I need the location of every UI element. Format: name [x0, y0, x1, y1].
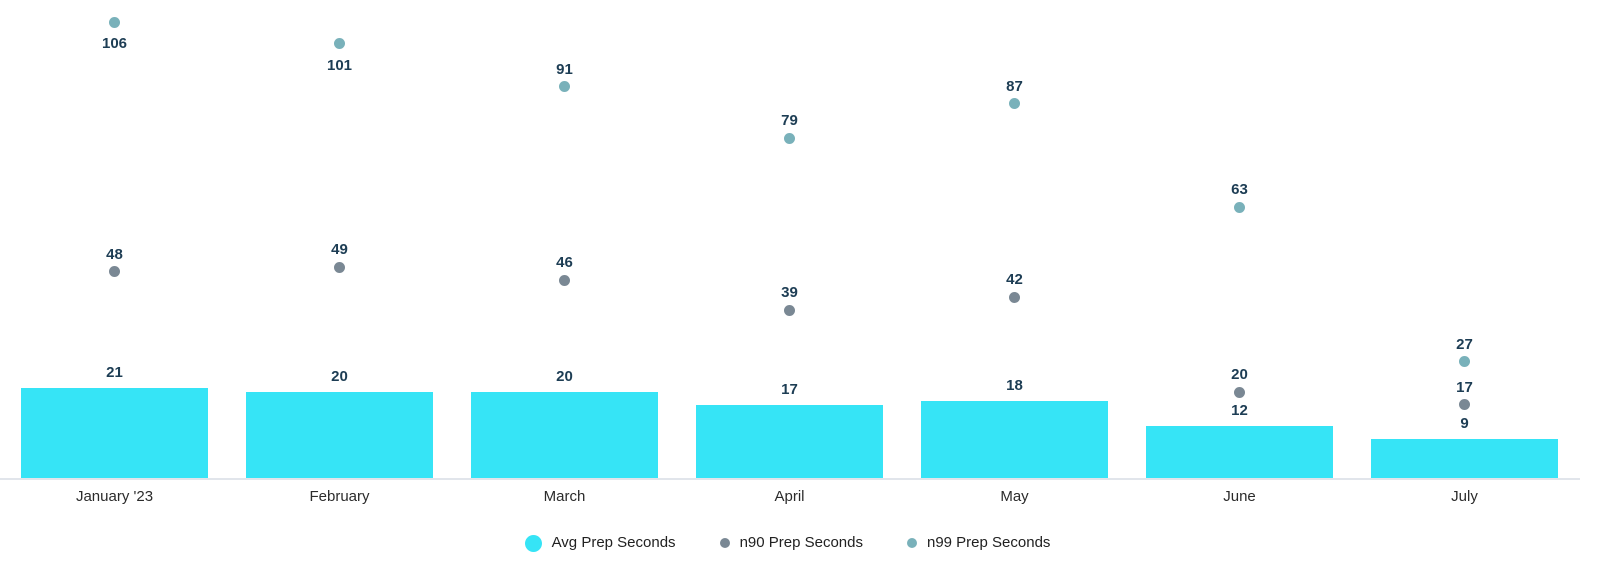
n90-prep-seconds-dot[interactable] [109, 266, 120, 278]
bar-value-label: 20 [331, 368, 348, 385]
point-value-label: 79 [781, 112, 798, 130]
point-value-label: 49 [331, 241, 348, 259]
n99-prep-seconds-dot[interactable] [1234, 201, 1245, 213]
n99-prep-seconds-dot[interactable] [784, 132, 795, 144]
point-value-label: 46 [556, 254, 573, 272]
avg-prep-seconds-bar[interactable] [696, 404, 883, 478]
chart-legend: Avg Prep Seconds n90 Prep Seconds n99 Pr… [0, 533, 1575, 553]
n99-prep-seconds-dot[interactable] [1009, 98, 1020, 110]
avg-prep-seconds-bar[interactable] [1146, 426, 1333, 478]
point-value-label: 101 [326, 56, 353, 74]
avg-prep-seconds-bar[interactable] [246, 392, 433, 478]
n90-prep-seconds-dot[interactable] [1234, 386, 1245, 398]
n99-prep-seconds-dot[interactable] [559, 81, 570, 93]
point-value-label: 39 [781, 284, 798, 302]
x-axis-label: February [309, 488, 370, 505]
n90-prep-seconds-dot[interactable] [334, 261, 345, 273]
plot-area: 21 48 106 20 49 101 20 46 91 17 39 79 18 42 87 12 20 63 9 1… [2, 0, 1577, 478]
point-value-label: 48 [106, 245, 123, 263]
chart-column: 18 42 87 [902, 0, 1127, 478]
bar-value-label: 18 [1006, 376, 1023, 394]
legend-item-n90-prep-seconds[interactable]: n90 Prep Seconds [719, 533, 863, 553]
x-axis-line [0, 478, 1580, 480]
x-axis-label: April [774, 488, 805, 505]
n90-prep-seconds-dot[interactable] [784, 304, 795, 316]
n99-prep-seconds-dot[interactable] [109, 16, 120, 28]
point-value-label: 27 [1456, 335, 1473, 353]
chart-column: 21 48 106 [2, 0, 227, 478]
bar-value-label: 21 [106, 363, 123, 381]
chart-column: 12 20 63 [1127, 0, 1352, 478]
legend-item-n99-prep-seconds[interactable]: n99 Prep Seconds [906, 533, 1051, 553]
point-value-label: 106 [101, 35, 128, 53]
avg-prep-seconds-bar[interactable] [921, 400, 1108, 478]
point-value-label: 20 [1231, 366, 1248, 383]
avg-prep-seconds-swatch-icon [524, 534, 542, 552]
point-value-label: 87 [1006, 77, 1023, 95]
n90-prep-seconds-swatch-icon [719, 538, 730, 548]
bar-value-label: 20 [556, 368, 573, 385]
x-axis-label: July [1451, 488, 1478, 505]
point-value-label: 42 [1006, 271, 1023, 289]
bar-value-label: 9 [1460, 415, 1469, 433]
legend-label: Avg Prep Seconds [551, 534, 676, 551]
avg-prep-seconds-bar[interactable] [21, 387, 208, 478]
chart-column: 20 49 101 [227, 0, 452, 478]
x-axis-labels: January '23 February March April May June July [2, 487, 1577, 506]
n99-prep-seconds-dot[interactable] [334, 38, 345, 50]
x-axis-label: March [543, 488, 586, 505]
legend-label: n99 Prep Seconds [926, 534, 1051, 551]
avg-prep-seconds-bar[interactable] [471, 392, 658, 478]
n90-prep-seconds-dot[interactable] [559, 274, 570, 286]
legend-label: n90 Prep Seconds [739, 534, 863, 551]
n99-prep-seconds-dot[interactable] [1459, 356, 1470, 368]
bar-value-label: 17 [781, 380, 798, 398]
point-value-label: 63 [1231, 181, 1248, 199]
x-axis-label: June [1223, 488, 1256, 505]
point-value-label: 91 [556, 60, 573, 78]
chart-column: 17 39 79 [677, 0, 902, 478]
avg-prep-seconds-bar[interactable] [1371, 439, 1558, 478]
bar-value-label: 12 [1231, 402, 1248, 420]
n90-prep-seconds-dot[interactable] [1459, 399, 1470, 411]
point-value-label: 17 [1456, 378, 1473, 396]
n99-prep-seconds-swatch-icon [906, 538, 917, 548]
n90-prep-seconds-dot[interactable] [1009, 291, 1020, 303]
chart-column: 20 46 91 [452, 0, 677, 478]
chart-column: 9 17 27 [1352, 0, 1577, 478]
x-axis-label: May [1000, 488, 1029, 505]
x-axis-label: January '23 [75, 488, 154, 505]
legend-item-avg-prep-seconds[interactable]: Avg Prep Seconds [524, 533, 676, 553]
